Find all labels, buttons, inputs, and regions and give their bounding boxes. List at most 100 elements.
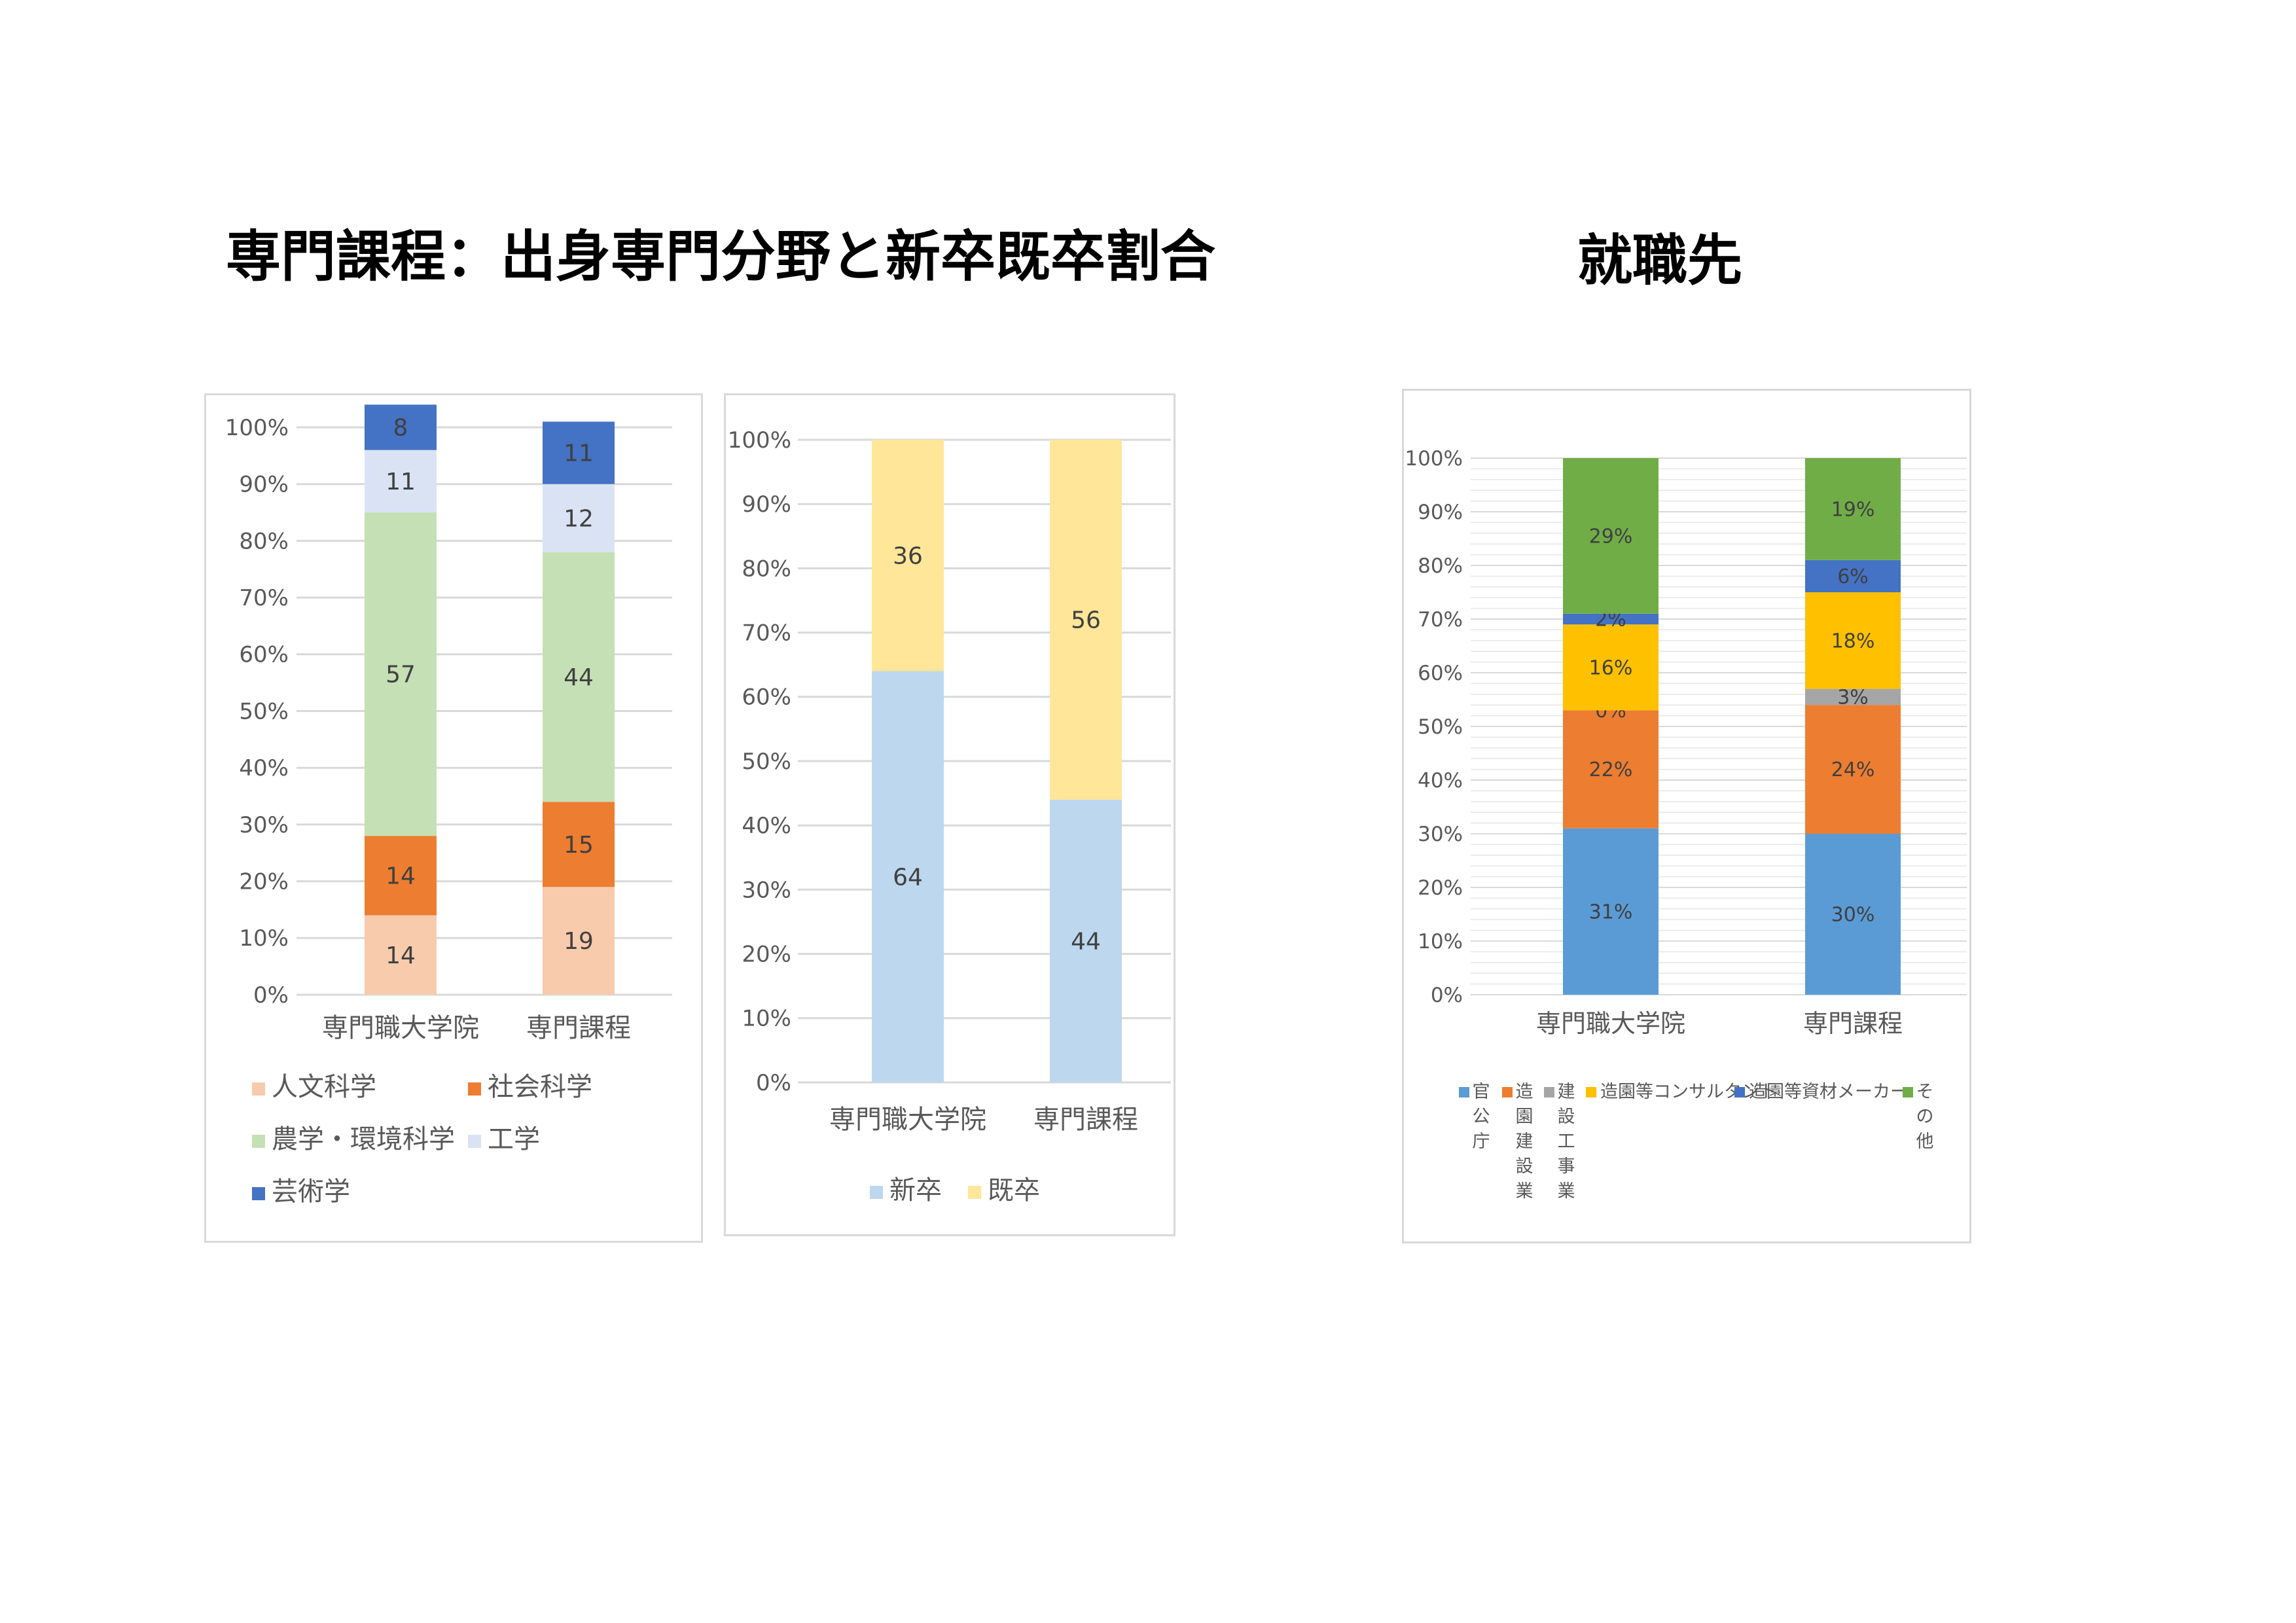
legend-swatch bbox=[1544, 1087, 1554, 1097]
bar-segment bbox=[365, 836, 437, 916]
left-page-title: 専門課程：出身専門分野と新卒既卒割合 bbox=[226, 224, 1216, 289]
data-label: 31% bbox=[1589, 901, 1633, 923]
bar-segment bbox=[365, 404, 437, 450]
data-label: 22% bbox=[1589, 758, 1633, 781]
data-label: 14 bbox=[386, 863, 416, 890]
y-tick-label: 90% bbox=[239, 472, 289, 498]
category-label: 専門課程 bbox=[526, 1013, 631, 1043]
y-tick-label: 40% bbox=[239, 755, 289, 781]
legend-label: 農学・環境科学 bbox=[272, 1124, 455, 1154]
data-label: 19% bbox=[1831, 498, 1875, 521]
y-tick-label: 50% bbox=[239, 698, 289, 724]
data-label: 15 bbox=[564, 832, 594, 859]
data-label: 11 bbox=[564, 440, 594, 467]
category-label: 専門課程 bbox=[1803, 1009, 1903, 1038]
chart-new-graduate-ratio: 0% 10% 20% 30% 40% 50% 60% 70% 80% 90% 100% 64 36 専門職… bbox=[728, 427, 1171, 1205]
legend-swatch bbox=[1459, 1087, 1469, 1097]
chart-panel-major-field: 0% 10% 20% 30% 40% 50% 60% 70% 80% 90% 100% 14 14 57 1… bbox=[204, 393, 703, 1243]
data-label: 44 bbox=[564, 664, 594, 691]
data-label: 16% bbox=[1589, 656, 1633, 679]
y-tick-label: 10% bbox=[1418, 930, 1463, 954]
legend-label: 新卒 bbox=[889, 1175, 942, 1205]
y-tick-label: 50% bbox=[1418, 715, 1463, 739]
bar-segment bbox=[543, 484, 615, 552]
y-tick-label: 30% bbox=[742, 877, 791, 903]
y-tick-label: 0% bbox=[756, 1070, 791, 1096]
category-label: 専門職大学院 bbox=[829, 1105, 986, 1135]
bar-segment bbox=[365, 450, 437, 513]
legend-swatch bbox=[252, 1082, 265, 1096]
category-label: 専門課程 bbox=[1033, 1105, 1138, 1135]
data-label: 24% bbox=[1831, 758, 1875, 781]
bar-segment bbox=[1805, 834, 1901, 995]
legend-swatch bbox=[1586, 1087, 1596, 1097]
y-tick-label: 100% bbox=[728, 427, 791, 454]
data-label: 12 bbox=[564, 505, 594, 532]
bar-segment bbox=[1805, 705, 1901, 834]
bar-segment bbox=[1805, 592, 1901, 689]
y-tick-label: 20% bbox=[1418, 876, 1463, 900]
chart-panel-new-graduate-ratio: 0% 10% 20% 30% 40% 50% 60% 70% 80% 90% 100% 64 36 専門職… bbox=[724, 393, 1175, 1236]
data-label: 14 bbox=[386, 942, 416, 969]
bar-segment bbox=[1563, 828, 1659, 995]
y-tick-label: 10% bbox=[742, 1006, 791, 1032]
bar-segment bbox=[1050, 799, 1122, 1082]
y-tick-label: 90% bbox=[742, 491, 791, 518]
y-tick-label: 10% bbox=[239, 925, 289, 952]
data-label: 19 bbox=[564, 928, 594, 955]
right-page-title: 就職先 bbox=[1577, 228, 1743, 293]
legend-label: 既卒 bbox=[988, 1175, 1040, 1205]
y-tick-label: 100% bbox=[225, 415, 289, 441]
legend-swatch bbox=[468, 1082, 481, 1096]
bar-segment bbox=[543, 802, 615, 887]
data-label: 56 bbox=[1071, 607, 1101, 634]
legend-label: 工学 bbox=[488, 1124, 540, 1154]
bar-segment bbox=[1805, 458, 1901, 560]
bar-segment bbox=[872, 440, 944, 671]
bar-segment bbox=[1805, 688, 1901, 705]
bar-segment bbox=[543, 421, 615, 484]
data-label: 64 bbox=[893, 864, 923, 891]
y-tick-label: 80% bbox=[742, 556, 791, 582]
data-label: 6% bbox=[1837, 565, 1869, 588]
chart-panel-employment-destination: 0% 10% 20% 30% 40% 50% 60% 70% 80% 90% 100% 31% 22% 0… bbox=[1402, 389, 1971, 1243]
legend-label: 芸術学 bbox=[272, 1177, 350, 1207]
bar-segment bbox=[543, 887, 615, 995]
bar-segment bbox=[365, 915, 437, 995]
bar-segment bbox=[872, 671, 944, 1082]
legend-label: 造園建設業 bbox=[1516, 1082, 1534, 1202]
bar-segment bbox=[1563, 458, 1659, 614]
legend-label: 社会科学 bbox=[488, 1072, 592, 1102]
chart-major-field: 0% 10% 20% 30% 40% 50% 60% 70% 80% 90% 100% 14 14 57 1… bbox=[225, 404, 672, 1207]
bar-segment bbox=[543, 552, 615, 802]
y-tick-label: 80% bbox=[239, 528, 289, 554]
y-tick-label: 70% bbox=[742, 620, 791, 647]
legend-label: 造園等コンサルタント bbox=[1600, 1082, 1777, 1102]
y-tick-label: 70% bbox=[239, 585, 289, 611]
y-tick-label: 50% bbox=[742, 749, 791, 775]
legend-swatch bbox=[1502, 1087, 1513, 1097]
data-label: 11 bbox=[386, 469, 416, 495]
bar-segment bbox=[1050, 440, 1122, 800]
legend-swatch bbox=[252, 1135, 265, 1148]
data-label: 36 bbox=[893, 543, 923, 569]
data-label: 44 bbox=[1071, 929, 1101, 955]
y-tick-label: 40% bbox=[742, 813, 791, 839]
legend-swatch bbox=[1903, 1087, 1913, 1097]
y-tick-label: 100% bbox=[1405, 447, 1463, 471]
data-label: 29% bbox=[1589, 525, 1633, 548]
legend-swatch bbox=[968, 1186, 981, 1199]
y-tick-label: 30% bbox=[239, 812, 289, 838]
chart-employment-destination: 0%10%20%30%40%50%60%70%80%90%100%31%22%0… bbox=[1405, 447, 1967, 1202]
y-tick-label: 60% bbox=[239, 642, 289, 668]
category-label: 専門職大学院 bbox=[1536, 1009, 1685, 1038]
data-label: 8 bbox=[393, 415, 408, 442]
data-label: 18% bbox=[1831, 630, 1875, 652]
y-tick-label: 30% bbox=[1418, 823, 1463, 846]
legend-swatch bbox=[870, 1186, 883, 1199]
data-label: 3% bbox=[1837, 686, 1869, 709]
legend-swatch bbox=[468, 1135, 481, 1148]
bar-segment bbox=[1563, 710, 1659, 829]
legend-label: 官公庁 bbox=[1473, 1082, 1490, 1152]
y-tick-label: 90% bbox=[1418, 501, 1463, 524]
